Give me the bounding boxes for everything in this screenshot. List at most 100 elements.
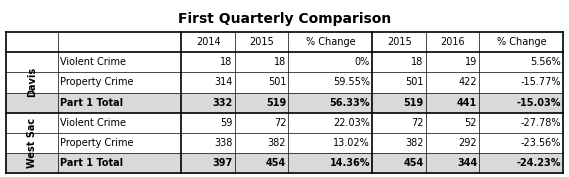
Bar bbox=[480, 52, 563, 72]
Bar bbox=[480, 72, 563, 93]
Bar bbox=[57, 113, 182, 133]
Text: 338: 338 bbox=[215, 138, 233, 148]
Bar bbox=[372, 32, 426, 52]
Text: 344: 344 bbox=[457, 158, 477, 168]
Bar bbox=[182, 113, 235, 133]
Bar bbox=[372, 52, 426, 72]
Bar bbox=[480, 133, 563, 153]
Bar bbox=[6, 153, 57, 173]
Bar bbox=[6, 133, 57, 153]
Text: 2015: 2015 bbox=[249, 37, 274, 47]
Bar bbox=[235, 72, 288, 93]
Text: Violent Crime: Violent Crime bbox=[60, 118, 126, 128]
Bar bbox=[480, 32, 563, 52]
Text: 332: 332 bbox=[212, 98, 233, 108]
Bar bbox=[57, 153, 182, 173]
Bar bbox=[182, 32, 235, 52]
Text: 454: 454 bbox=[266, 158, 286, 168]
Text: 22.03%: 22.03% bbox=[333, 118, 370, 128]
Bar bbox=[235, 93, 288, 113]
Bar bbox=[480, 113, 563, 133]
Text: -24.23%: -24.23% bbox=[517, 158, 561, 168]
Text: 519: 519 bbox=[403, 98, 424, 108]
Bar bbox=[288, 93, 372, 113]
Text: 2016: 2016 bbox=[440, 37, 465, 47]
Bar bbox=[480, 153, 563, 173]
Text: 19: 19 bbox=[465, 57, 477, 67]
Text: First Quarterly Comparison: First Quarterly Comparison bbox=[178, 12, 391, 26]
Bar bbox=[372, 93, 426, 113]
Text: 501: 501 bbox=[268, 77, 286, 87]
Text: Davis: Davis bbox=[27, 67, 36, 98]
Bar bbox=[372, 113, 426, 133]
Bar bbox=[235, 133, 288, 153]
Text: 454: 454 bbox=[403, 158, 424, 168]
Text: 397: 397 bbox=[212, 158, 233, 168]
Bar bbox=[235, 32, 288, 52]
Text: 14.36%: 14.36% bbox=[329, 158, 370, 168]
Text: Property Crime: Property Crime bbox=[60, 77, 133, 87]
Bar bbox=[426, 93, 480, 113]
Text: 59: 59 bbox=[220, 118, 233, 128]
Bar bbox=[426, 153, 480, 173]
Bar bbox=[6, 52, 57, 72]
Bar bbox=[426, 113, 480, 133]
Bar bbox=[57, 32, 182, 52]
Bar bbox=[182, 133, 235, 153]
Bar bbox=[372, 153, 426, 173]
Text: -27.78%: -27.78% bbox=[521, 118, 561, 128]
Text: 5.56%: 5.56% bbox=[530, 57, 561, 67]
Bar bbox=[288, 32, 372, 52]
Text: 72: 72 bbox=[411, 118, 424, 128]
Bar bbox=[426, 72, 480, 93]
Bar bbox=[235, 113, 288, 133]
Text: Violent Crime: Violent Crime bbox=[60, 57, 126, 67]
Bar bbox=[6, 72, 57, 93]
Text: 72: 72 bbox=[274, 118, 286, 128]
Text: 292: 292 bbox=[459, 138, 477, 148]
Bar bbox=[288, 72, 372, 93]
Bar bbox=[6, 113, 57, 133]
Bar bbox=[426, 52, 480, 72]
Bar bbox=[182, 93, 235, 113]
Text: Property Crime: Property Crime bbox=[60, 138, 133, 148]
Text: -15.03%: -15.03% bbox=[517, 98, 561, 108]
Bar bbox=[288, 113, 372, 133]
Text: 59.55%: 59.55% bbox=[333, 77, 370, 87]
Text: 56.33%: 56.33% bbox=[329, 98, 370, 108]
Bar bbox=[288, 153, 372, 173]
Bar bbox=[426, 32, 480, 52]
Bar bbox=[182, 72, 235, 93]
Bar bbox=[57, 72, 182, 93]
Bar bbox=[6, 93, 57, 113]
Bar bbox=[288, 52, 372, 72]
Bar bbox=[372, 72, 426, 93]
Text: 519: 519 bbox=[266, 98, 286, 108]
Bar bbox=[182, 153, 235, 173]
Text: 501: 501 bbox=[405, 77, 424, 87]
Text: West Sac: West Sac bbox=[27, 118, 36, 168]
Bar bbox=[288, 133, 372, 153]
Bar bbox=[235, 52, 288, 72]
Text: 422: 422 bbox=[459, 77, 477, 87]
Text: -23.56%: -23.56% bbox=[521, 138, 561, 148]
Text: 52: 52 bbox=[465, 118, 477, 128]
Text: 13.02%: 13.02% bbox=[333, 138, 370, 148]
Text: -15.77%: -15.77% bbox=[521, 77, 561, 87]
Text: % Change: % Change bbox=[306, 37, 355, 47]
Bar bbox=[57, 93, 182, 113]
Text: Part 1 Total: Part 1 Total bbox=[60, 158, 123, 168]
Text: 18: 18 bbox=[274, 57, 286, 67]
Text: 314: 314 bbox=[215, 77, 233, 87]
Text: 2015: 2015 bbox=[387, 37, 411, 47]
Bar bbox=[57, 52, 182, 72]
Bar bbox=[57, 133, 182, 153]
Text: 18: 18 bbox=[220, 57, 233, 67]
Text: 382: 382 bbox=[268, 138, 286, 148]
Text: Part 1 Total: Part 1 Total bbox=[60, 98, 123, 108]
Bar bbox=[426, 133, 480, 153]
Bar bbox=[480, 93, 563, 113]
Bar bbox=[235, 153, 288, 173]
Text: 441: 441 bbox=[457, 98, 477, 108]
Text: 382: 382 bbox=[405, 138, 424, 148]
